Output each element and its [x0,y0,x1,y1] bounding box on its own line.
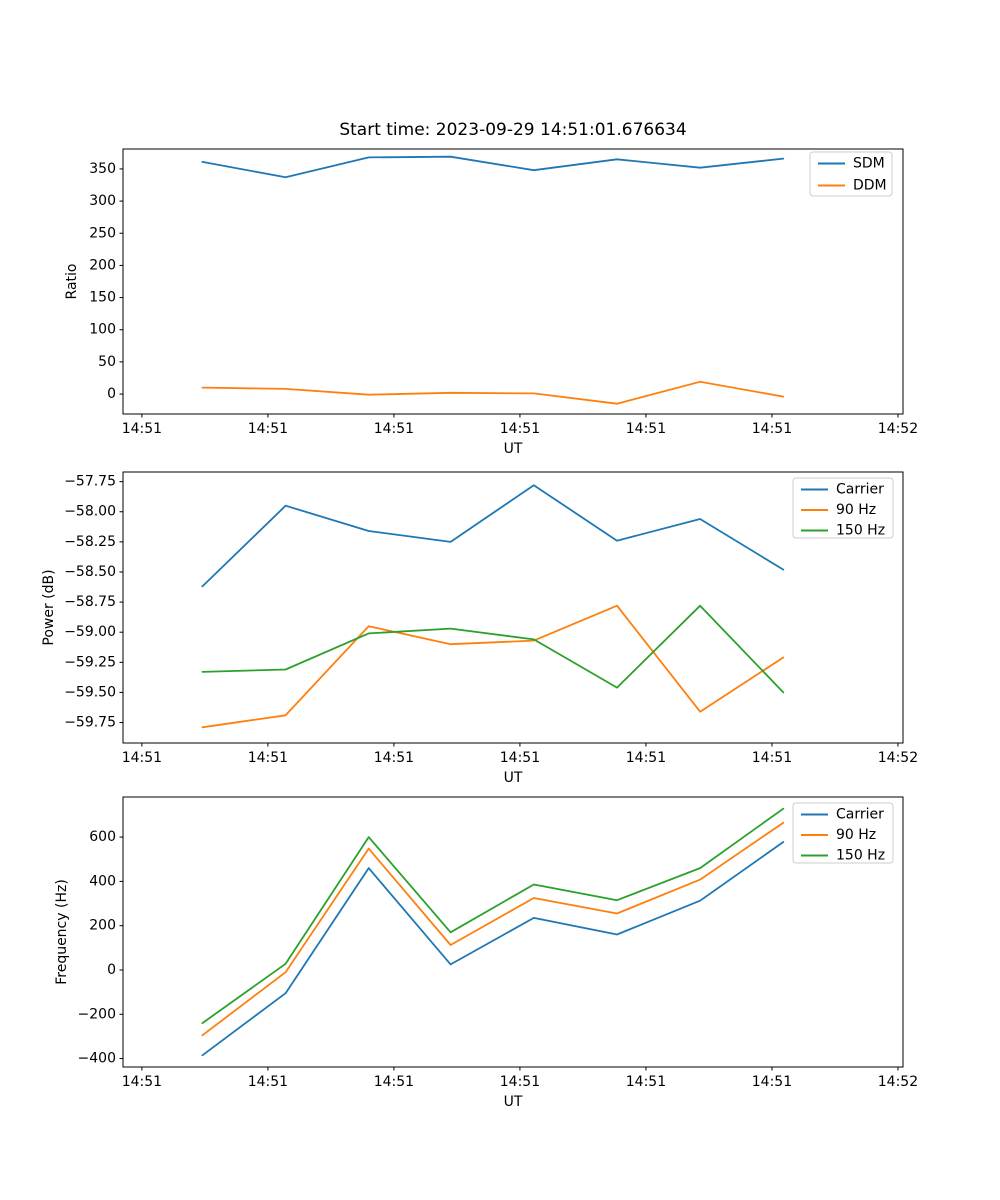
ratio-subplot: 0 50 100 150 200 250 300 350 14:51 14:51 14:51 14:5… [64,148,918,457]
y-tick-label: 250 [89,225,116,241]
y-tick-label: 200 [89,257,116,273]
x-tick-label: 14:51 [374,750,414,766]
legend-label: 90 Hz [836,502,876,518]
figure-title: Start time: 2023-09-29 14:51:01.676634 [339,120,687,140]
y-tick-label: −59.75 [64,715,116,731]
legend-label: 150 Hz [836,523,885,539]
y-tick-label: −58.50 [64,564,116,580]
x-tick-label: 14:51 [626,750,666,766]
frequency-subplot: −400 −200 0 200 400 600 14:51 14:51 14:51 14:51 14… [54,796,918,1110]
series-line-sdm [201,155,785,179]
y-tick-label: 0 [107,386,116,402]
legend-box [792,802,894,864]
x-axis-label: UT [504,441,523,457]
x-tick-label: 14:51 [500,750,540,766]
y-tick-label: 150 [89,290,116,306]
series-line-90-hz [201,821,785,1037]
x-tick-label: 14:51 [122,421,162,437]
y-tick-label: −58.75 [64,594,116,610]
y-tick-label: 400 [89,873,116,889]
y-axis-label: Ratio [64,264,80,300]
axes-frame [122,471,904,744]
x-tick-label: 14:51 [752,1074,792,1090]
y-tick-label: 600 [89,829,116,845]
x-axis-label: UT [504,770,523,786]
y-tick-label: 50 [98,354,116,370]
series-line-carrier [201,841,785,1057]
y-tick-label: −58.25 [64,534,116,550]
x-tick-label: 14:51 [122,1074,162,1090]
legend-label: Carrier [836,807,884,823]
y-tick-label: −59.50 [64,684,116,700]
y-axis-label: Power (dB) [41,569,57,645]
y-tick-label: −59.00 [64,624,116,640]
y-tick-label: −200 [78,1006,116,1022]
x-tick-label: 14:52 [878,421,918,437]
series-line-150-hz [201,604,785,694]
x-tick-label: 14:52 [878,750,918,766]
series-line-ddm [201,380,785,405]
y-tick-label: 300 [89,193,116,209]
y-axis-label: Frequency (Hz) [54,879,70,985]
x-tick-label: 14:51 [752,750,792,766]
x-tick-label: 14:51 [374,421,414,437]
x-tick-label: 14:51 [500,1074,540,1090]
legend-label: DDM [853,178,887,194]
y-tick-label: −59.25 [64,654,116,670]
x-axis-label: UT [504,1094,523,1110]
x-tick-label: 14:52 [878,1074,918,1090]
legend-label: SDM [853,156,885,172]
y-tick-label: −400 [78,1051,116,1067]
legend-box [792,477,894,539]
y-tick-label: −57.75 [64,474,116,490]
y-tick-label: 350 [89,161,116,177]
x-tick-label: 14:51 [626,421,666,437]
legend-label: Carrier [836,482,884,498]
y-tick-label: −58.00 [64,504,116,520]
x-tick-label: 14:51 [248,421,288,437]
x-tick-label: 14:51 [248,1074,288,1090]
y-tick-label: 0 [107,962,116,978]
series-line-90-hz [201,604,785,729]
x-tick-label: 14:51 [626,1074,666,1090]
power-subplot: −59.75 −59.50 −59.25 −59.00 −58.75 −58.50 −58.… [41,471,918,786]
x-tick-label: 14:51 [122,750,162,766]
x-tick-label: 14:51 [500,421,540,437]
y-tick-label: 200 [89,918,116,934]
series-line-150-hz [201,807,785,1024]
axes-frame [122,148,904,415]
series-line-carrier [201,484,785,588]
x-tick-label: 14:51 [374,1074,414,1090]
legend-label: 90 Hz [836,827,876,843]
x-tick-label: 14:51 [752,421,792,437]
y-tick-label: 100 [89,322,116,338]
x-tick-label: 14:51 [248,750,288,766]
axes-frame [122,796,904,1068]
legend-label: 150 Hz [836,848,885,864]
